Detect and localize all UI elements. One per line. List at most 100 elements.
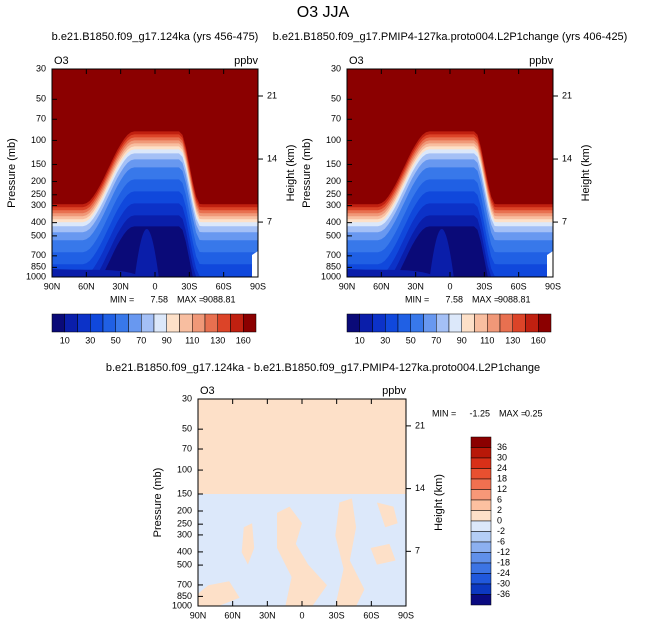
x-tick-label: 60N [373,281,390,291]
y-tick-label: 1000 [26,271,46,281]
left-label: O3 [200,385,215,397]
colorbar-label: 12 [497,484,507,494]
colorbar-box [461,313,475,333]
colorbar-box [102,313,116,333]
colorbar-box [499,313,513,333]
colorbar-box [346,313,360,333]
stat-value: 7.58 [150,294,168,304]
y-tick-label: 70 [182,443,192,453]
y-tick-label: 700 [326,250,341,260]
stat-value: 9088.81 [498,294,531,304]
colorbar-label: -36 [497,589,510,599]
colorbar-box [166,313,180,333]
missing-data [252,251,258,277]
colorbar-label: 70 [136,335,146,345]
y-tick-label: 700 [177,579,192,589]
x-tick-label: 30N [112,281,129,291]
contour-fill [335,498,365,606]
colorbar-label: 90 [457,335,467,345]
x-tick-label: 90S [398,610,414,620]
y-tick-label: 200 [326,176,341,186]
x-tick-label: 60N [78,281,95,291]
y-tick-label: 150 [177,488,192,498]
contour-fill [370,543,396,565]
y2-axis-label: Height (km) [433,474,445,531]
x-tick-label: 90S [250,281,266,291]
right-label: ppbv [234,55,258,67]
colorbar-box [487,313,501,333]
colorbar-box [77,313,91,333]
y-tick-label: 100 [326,135,341,145]
x-tick-label: 30N [259,610,276,620]
contour-fill [347,69,553,205]
colorbar-label: 50 [111,335,121,345]
left-label: O3 [349,55,364,67]
colorbar-label: 130 [505,335,520,345]
y-axis-label: Pressure (mb) [152,468,164,538]
colorbar-label: 6 [497,494,502,504]
y-tick-label: 400 [326,217,341,227]
x-tick-label: 60N [224,610,241,620]
colorbar-box [128,313,142,333]
contour-fill [134,229,159,277]
y-tick-label: 1000 [321,271,341,281]
y2-tick-label: 14 [562,153,572,163]
colorbar-label: 10 [60,335,70,345]
figure-title: O3 JJA [297,4,350,21]
colorbar-box [64,313,78,333]
colorbar-box [470,562,492,574]
y-tick-label: 150 [326,159,341,169]
colorbar-label: 30 [497,452,507,462]
colorbar-label: 50 [406,335,416,345]
colorbar-label: 110 [480,335,494,345]
colorbar-label: 160 [531,335,546,345]
colorbar-box [470,552,492,564]
colorbar-label: 160 [236,335,251,345]
y-tick-label: 70 [36,114,46,124]
colorbar-box [436,313,450,333]
colorbar-box [153,313,167,333]
y-tick-label: 500 [177,559,192,569]
y-tick-label: 50 [182,424,192,434]
colorbar-box [470,478,492,490]
colorbar-box [448,313,462,333]
panel-title: b.e21.B1850.f09_g17.124ka - b.e21.B1850.… [106,362,540,374]
x-tick-label: 30S [329,610,345,620]
colorbar-box [470,489,492,501]
y-tick-label: 50 [36,94,46,104]
stat-value: 7.58 [445,294,463,304]
colorbar-box [512,313,526,333]
x-tick-label: 30N [407,281,424,291]
colorbar-box [217,313,231,333]
y-tick-label: 850 [31,262,46,272]
x-tick-label: 60S [363,610,379,620]
colorbar-label: 2 [497,505,502,515]
y2-tick-label: 14 [267,153,277,163]
colorbar-box [204,313,218,333]
colorbar-box [470,583,492,595]
colorbar-box [192,313,206,333]
right-label: ppbv [529,55,553,67]
x-tick-label: 90N [190,610,207,620]
y-tick-label: 150 [31,159,46,169]
x-tick-label: 90N [44,281,61,291]
colorbar-box [470,531,492,543]
y2-tick-label: 7 [267,216,272,226]
colorbar-label: 10 [355,335,365,345]
colorbar-box [243,313,257,333]
stat-value: 9088.81 [203,294,236,304]
colorbar-box [115,313,129,333]
y-tick-label: 850 [177,591,192,601]
colorbar-box [359,313,373,333]
y-tick-label: 500 [31,230,46,240]
colorbar-box [410,313,424,333]
colorbar-label: -18 [497,557,510,567]
x-tick-label: 0 [299,610,304,620]
y-tick-label: 30 [36,63,46,73]
y-tick-label: 400 [177,546,192,556]
x-tick-label: 90N [339,281,356,291]
x-tick-label: 30S [476,281,492,291]
colorbar-box [141,313,155,333]
contour-fill [198,581,240,606]
